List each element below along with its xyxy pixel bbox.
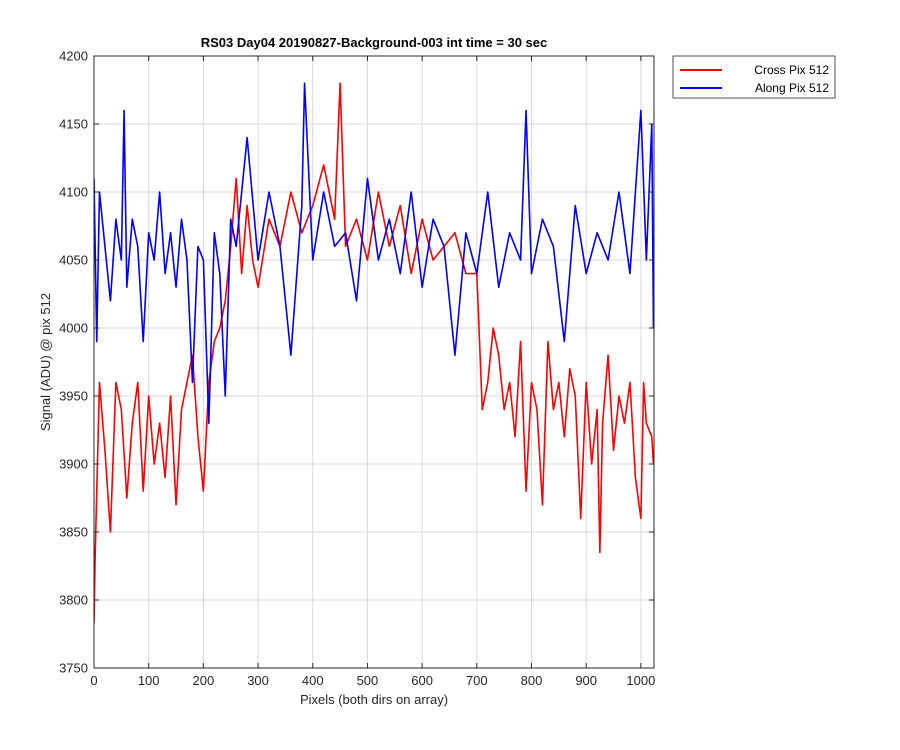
legend-label-cross: Cross Pix 512 — [754, 63, 829, 77]
series-line-along-pix-512 — [94, 82, 654, 425]
y-tick-label: 4050 — [59, 253, 88, 268]
tick-labels: 0 100 200 300 400 500 600 700 800 900 1000 3750 3800… — [59, 49, 655, 689]
x-tick-label: 700 — [466, 673, 488, 688]
x-tick-label: 200 — [193, 673, 215, 688]
plot-frame — [93, 55, 655, 669]
x-tick-label: 900 — [575, 673, 597, 688]
x-axis-label: Pixels (both dirs on array) — [300, 692, 448, 707]
x-tick-label: 100 — [138, 673, 160, 688]
ticks — [93, 55, 654, 669]
y-tick-label: 4200 — [59, 49, 88, 64]
legend-label-along: Along Pix 512 — [755, 81, 829, 95]
x-tick-label: 500 — [357, 673, 379, 688]
chart-title: RS03 Day04 20190827-Background-003 int t… — [201, 35, 548, 50]
y-tick-label: 3850 — [59, 525, 88, 540]
y-tick-label: 4150 — [59, 117, 88, 132]
x-tick-label: 600 — [411, 673, 433, 688]
x-tick-label: 0 — [90, 673, 97, 688]
series-line-cross-pix-512 — [94, 82, 654, 624]
plot-area — [94, 56, 654, 668]
legend-box — [672, 55, 836, 99]
y-axis-label: Signal (ADU) @ pix 512 — [38, 293, 53, 431]
y-tick-label: 4000 — [59, 321, 88, 336]
y-tick-label: 3950 — [59, 389, 88, 404]
y-tick-label: 3750 — [59, 661, 88, 676]
y-tick-label: 3800 — [59, 593, 88, 608]
legend: Cross Pix 512 Along Pix 512 — [672, 55, 836, 99]
series-layer — [94, 82, 654, 624]
grid — [93, 55, 654, 669]
x-tick-label: 400 — [302, 673, 324, 688]
x-tick-label: 800 — [521, 673, 543, 688]
y-tick-label: 3900 — [59, 457, 88, 472]
x-tick-label: 300 — [247, 673, 269, 688]
y-tick-label: 4100 — [59, 185, 88, 200]
x-tick-label: 1000 — [626, 673, 655, 688]
